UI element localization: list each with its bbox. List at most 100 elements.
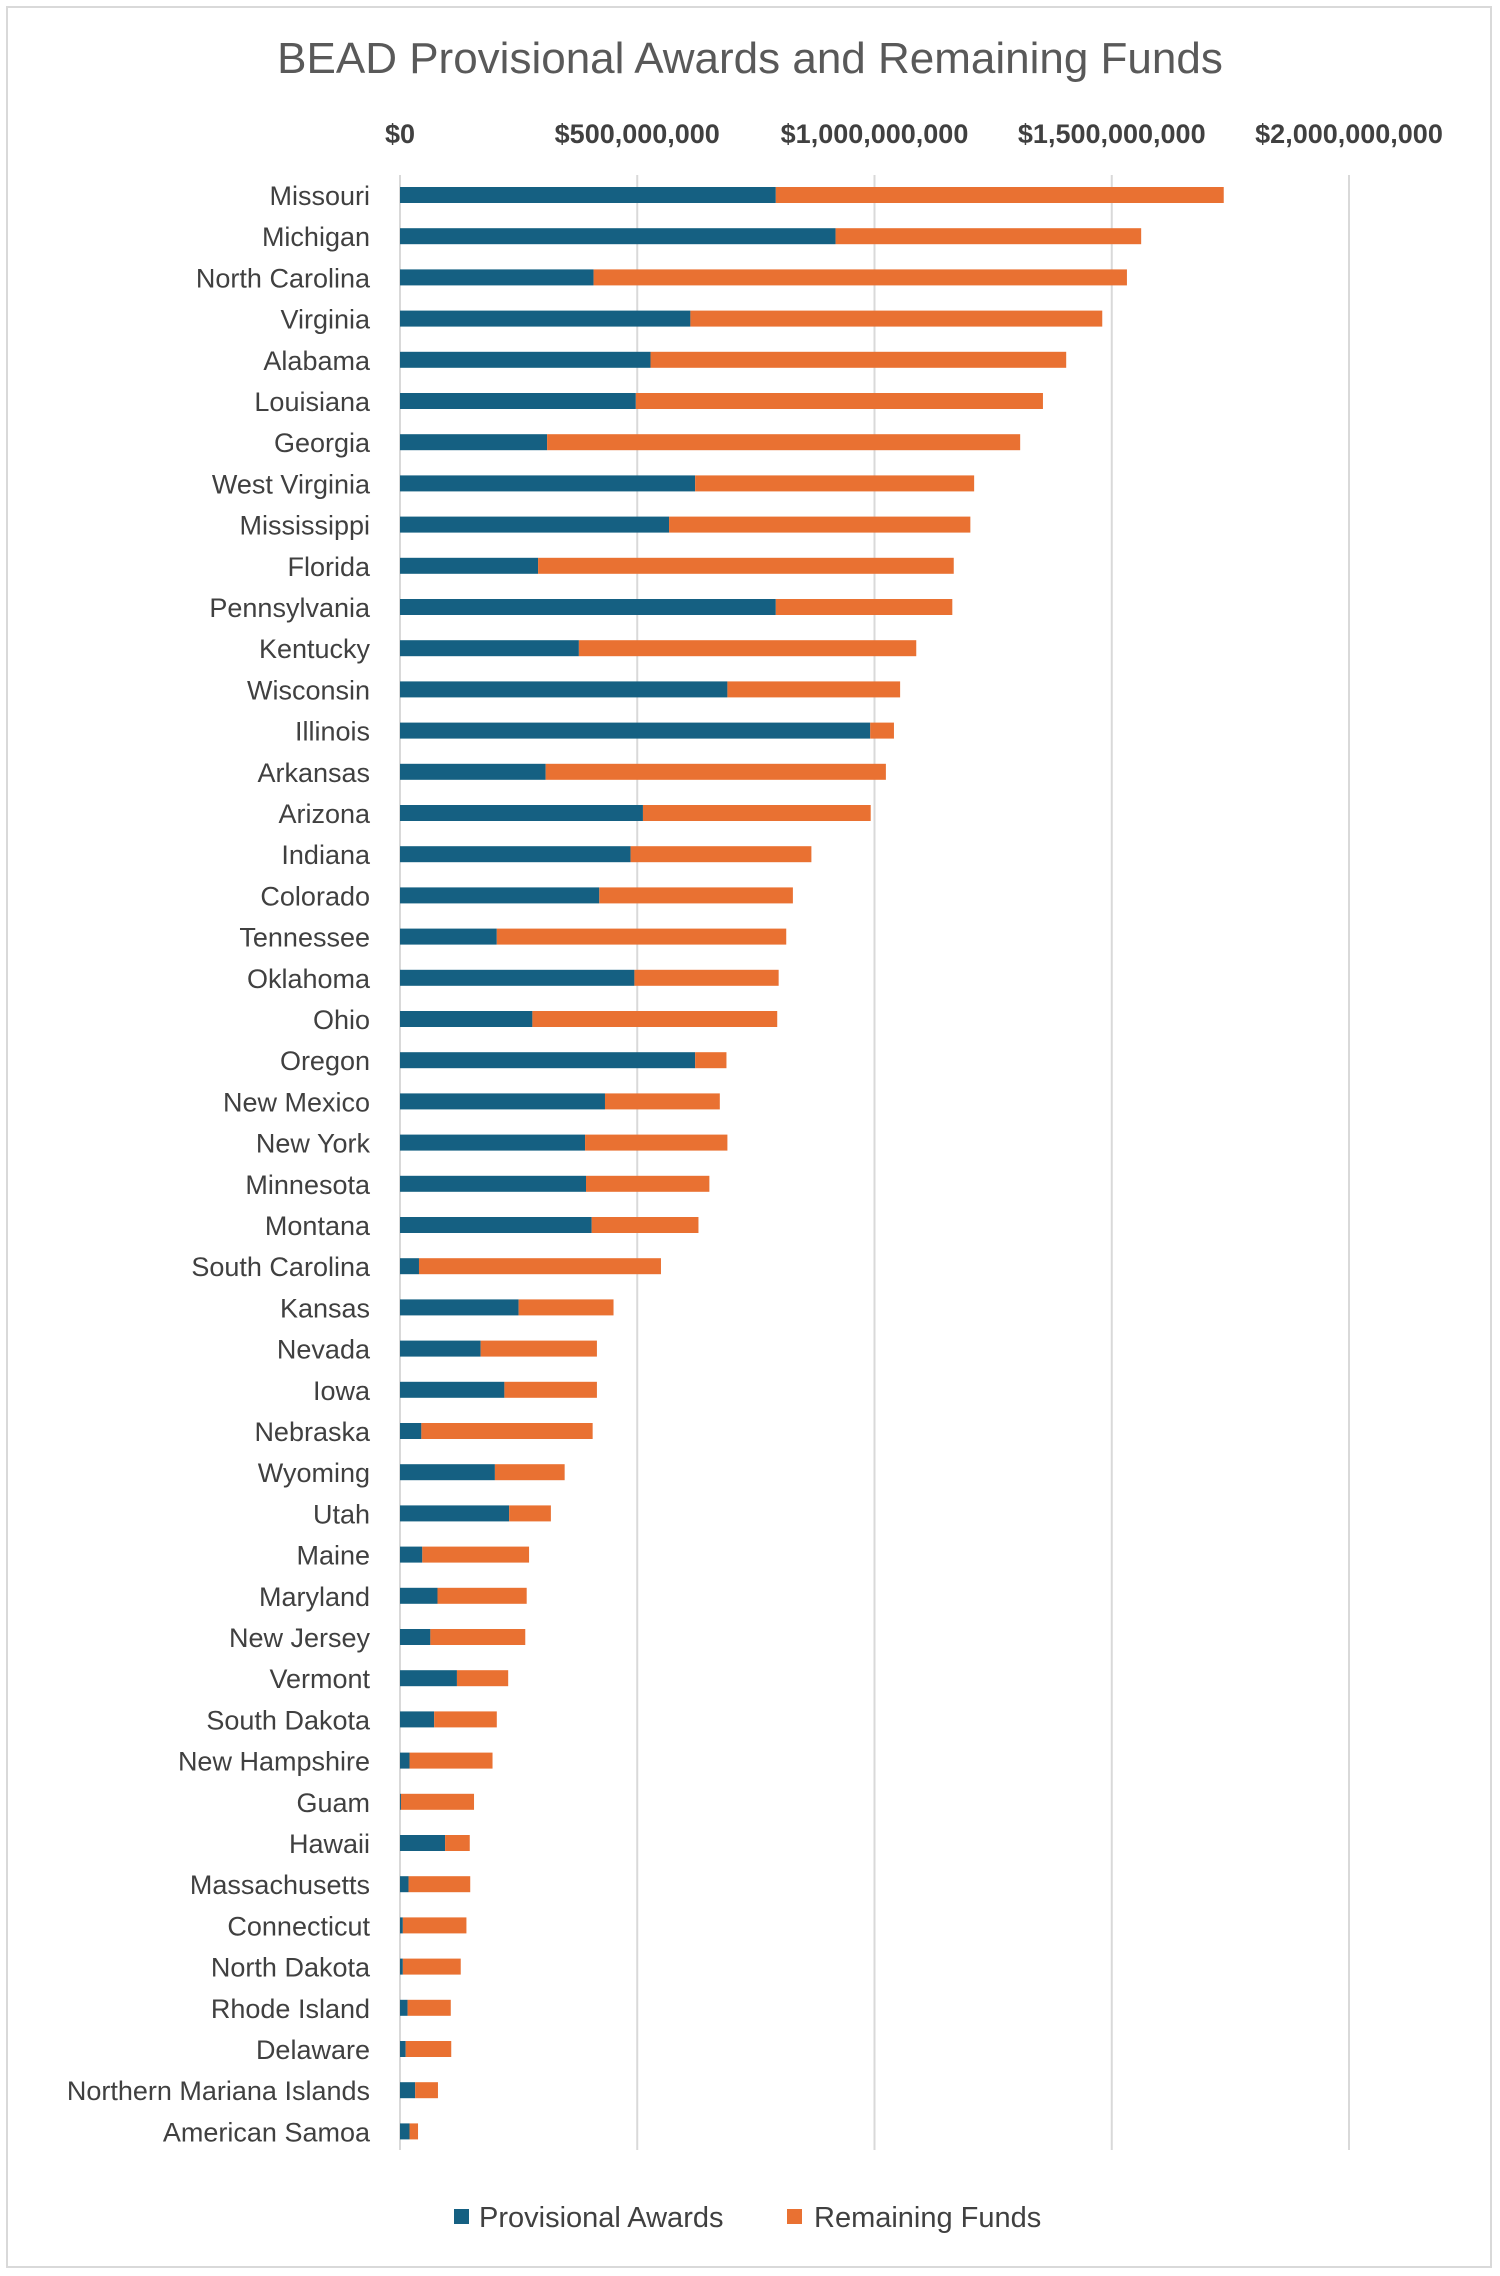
bar-remaining-funds — [695, 475, 975, 492]
bar-remaining-funds — [538, 557, 954, 574]
category-label: Louisiana — [254, 387, 371, 417]
category-label: New Mexico — [223, 1087, 370, 1117]
category-label: American Samoa — [163, 2117, 371, 2147]
x-tick-label: $0 — [385, 119, 415, 149]
bar-remaining-funds — [504, 1381, 597, 1398]
bar-remaining-funds — [456, 1670, 509, 1687]
bar-remaining-funds — [494, 1464, 565, 1481]
bar-provisional-awards — [400, 1134, 586, 1151]
bar-remaining-funds — [402, 1917, 467, 1934]
category-label: New Hampshire — [178, 1747, 370, 1777]
bar-provisional-awards — [400, 1052, 696, 1069]
bar-remaining-funds — [775, 599, 953, 615]
bar-provisional-awards — [400, 2082, 416, 2099]
legend-swatch — [787, 2209, 802, 2224]
x-tick-label: $1,500,000,000 — [1018, 119, 1206, 149]
bar-remaining-funds — [480, 1340, 597, 1357]
legend-swatch — [454, 2209, 469, 2224]
x-axis-ticks: $0 $500,000,000 $1,000,000,000 $1,500,000,0… — [385, 119, 1443, 149]
category-label: Oregon — [280, 1046, 370, 1076]
bar-remaining-funds — [434, 1711, 497, 1728]
bar-provisional-awards — [400, 475, 696, 492]
bar-provisional-awards — [400, 1258, 419, 1275]
bar-provisional-awards — [400, 1793, 401, 1810]
bar-remaining-funds — [578, 640, 917, 657]
legend-label: Provisional Awards — [479, 2202, 723, 2234]
bar-provisional-awards — [400, 187, 776, 203]
category-label: Tennessee — [239, 923, 370, 953]
bar-provisional-awards — [400, 1175, 587, 1192]
bar-provisional-awards — [400, 393, 636, 409]
bar-provisional-awards — [400, 1505, 510, 1522]
bar-remaining-funds — [409, 2123, 419, 2140]
category-label: Virginia — [280, 305, 371, 335]
category-label: Massachusetts — [190, 1870, 370, 1900]
category-label: Kentucky — [259, 634, 371, 664]
bar-remaining-funds — [437, 1587, 527, 1604]
bar-remaining-funds — [604, 1093, 720, 1110]
bar-provisional-awards — [400, 434, 548, 451]
category-label: Maine — [296, 1541, 370, 1571]
bar-provisional-awards — [400, 1876, 409, 1893]
bar-provisional-awards — [400, 1711, 435, 1728]
bar-provisional-awards — [400, 928, 497, 945]
category-label: South Dakota — [206, 1705, 371, 1735]
category-label: Vermont — [269, 1664, 370, 1694]
category-label: Guam — [296, 1788, 370, 1818]
category-label: Delaware — [256, 2035, 370, 2065]
bar-remaining-funds — [690, 310, 1103, 327]
bar-provisional-awards — [400, 1340, 481, 1357]
bar-provisional-awards — [400, 2123, 410, 2140]
bar-provisional-awards — [400, 1464, 495, 1481]
bar-provisional-awards — [400, 599, 776, 615]
bar-provisional-awards — [400, 1752, 410, 1769]
category-label: New York — [256, 1129, 371, 1159]
category-label: Florida — [287, 552, 371, 582]
bar-provisional-awards — [400, 1093, 605, 1110]
category-label: Northern Mariana Islands — [67, 2076, 370, 2106]
category-label: Illinois — [295, 717, 370, 747]
category-label: Iowa — [313, 1376, 371, 1406]
category-label: Rhode Island — [211, 1994, 370, 2024]
category-labels: Missouri Michigan North Carolina Virginia Al… — [67, 181, 371, 2147]
bar-provisional-awards — [400, 516, 670, 533]
category-label: Wyoming — [258, 1458, 370, 1488]
category-label: Arizona — [278, 799, 371, 829]
bar-provisional-awards — [400, 1835, 446, 1851]
bar-provisional-awards — [400, 1217, 592, 1233]
category-label: Missouri — [269, 181, 370, 211]
category-label: Montana — [265, 1211, 371, 1241]
category-label: Minnesota — [245, 1170, 371, 1200]
bars — [400, 187, 1224, 2140]
bar-provisional-awards — [400, 1546, 423, 1563]
bar-provisional-awards — [400, 887, 600, 904]
bar-remaining-funds — [532, 1011, 778, 1027]
category-label: Nevada — [277, 1335, 371, 1365]
bar-remaining-funds — [400, 1793, 475, 1810]
category-label: Arkansas — [257, 758, 370, 788]
bar-remaining-funds — [870, 722, 894, 739]
x-tick-label: $2,000,000,000 — [1255, 119, 1443, 149]
bar-remaining-funds — [591, 1217, 699, 1233]
category-label: Indiana — [281, 840, 371, 870]
legend-label: Remaining Funds — [814, 2202, 1041, 2234]
bar-remaining-funds — [415, 2082, 438, 2099]
bar-provisional-awards — [400, 846, 631, 863]
bar-provisional-awards — [400, 228, 836, 245]
category-label: Ohio — [313, 1005, 370, 1035]
bar-provisional-awards — [400, 1629, 431, 1645]
bar-provisional-awards — [400, 2041, 406, 2057]
bar-provisional-awards — [400, 805, 643, 821]
bar-remaining-funds — [585, 1134, 728, 1151]
bar-provisional-awards — [400, 1958, 403, 1975]
bar-remaining-funds — [405, 2041, 452, 2057]
bar-remaining-funds — [402, 1958, 461, 1975]
bar-remaining-funds — [407, 1999, 451, 2016]
bar-provisional-awards — [400, 269, 594, 286]
bar-provisional-awards — [400, 763, 546, 780]
bar-provisional-awards — [400, 1423, 422, 1439]
bar-provisional-awards — [400, 310, 691, 327]
bar-remaining-funds — [642, 805, 871, 821]
bar-remaining-funds — [775, 187, 1224, 203]
bar-remaining-funds — [669, 516, 971, 533]
